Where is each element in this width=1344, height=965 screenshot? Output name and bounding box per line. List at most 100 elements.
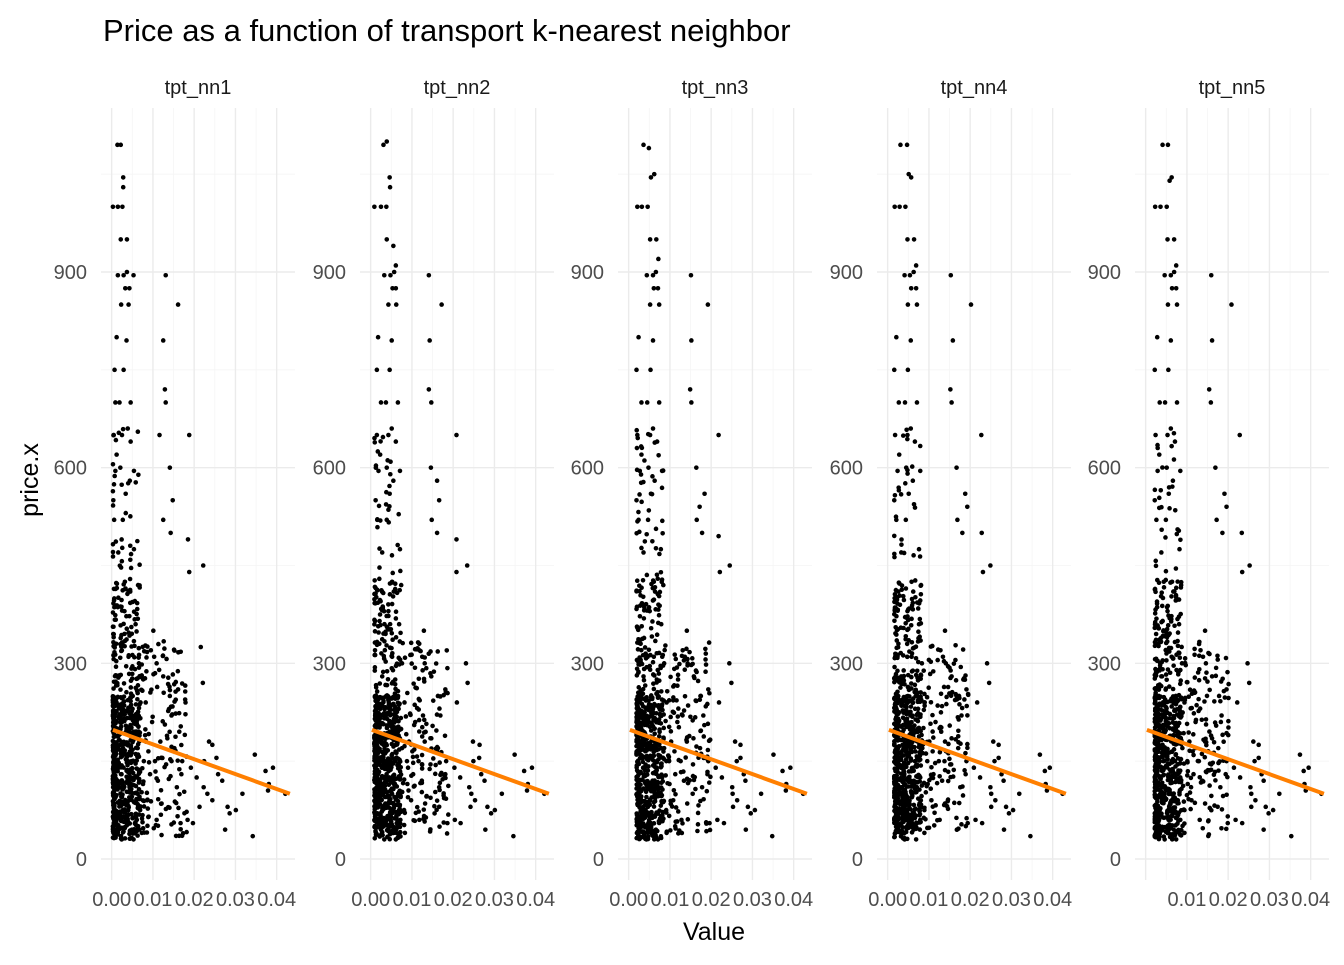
data-point (963, 771, 968, 777)
data-point (385, 748, 391, 753)
data-point (637, 710, 643, 715)
data-point (922, 805, 927, 811)
data-point (482, 778, 487, 784)
data-point (378, 204, 384, 210)
data-point (124, 626, 130, 632)
data-point (652, 814, 658, 819)
data-point (1175, 579, 1180, 584)
data-point (381, 837, 387, 842)
regression-line (888, 727, 1067, 796)
data-point (1166, 786, 1172, 792)
data-point (388, 471, 393, 477)
data-point (403, 714, 409, 719)
data-point (1168, 426, 1174, 431)
data-point (1209, 793, 1214, 799)
data-point (130, 758, 136, 764)
data-point (1172, 623, 1177, 629)
data-point (1155, 667, 1160, 673)
data-point (650, 723, 656, 729)
data-point (635, 759, 640, 765)
data-point (973, 817, 978, 823)
data-point (1152, 757, 1158, 762)
data-point (906, 806, 911, 812)
data-point (1159, 603, 1165, 609)
data-point (1202, 699, 1207, 704)
data-point (433, 661, 439, 666)
data-point (380, 720, 385, 726)
data-point (658, 569, 664, 575)
data-point (656, 607, 661, 612)
data-point (908, 338, 914, 343)
data-point (430, 698, 436, 703)
data-point (901, 710, 906, 715)
data-point (392, 827, 398, 833)
data-point (377, 452, 383, 457)
data-point (988, 784, 993, 790)
data-point (682, 667, 688, 672)
data-point (131, 272, 136, 278)
data-point (1197, 774, 1203, 780)
data-point (384, 694, 390, 700)
data-point (900, 801, 906, 806)
data-point (1173, 815, 1179, 821)
data-point (947, 762, 953, 767)
data-point (905, 617, 911, 623)
data-point (128, 514, 133, 519)
data-point (1160, 800, 1165, 806)
data-point (920, 750, 926, 756)
data-point (1170, 656, 1176, 661)
data-point (127, 831, 132, 837)
data-point (139, 687, 144, 693)
data-point (924, 694, 930, 700)
x-axis-title: Value (683, 918, 745, 946)
data-point (635, 769, 641, 774)
data-point (651, 749, 657, 755)
data-point (1239, 820, 1245, 826)
data-point (666, 724, 672, 730)
data-point (1200, 779, 1206, 784)
data-point (675, 714, 681, 719)
data-point (110, 703, 116, 709)
data-point (394, 590, 400, 596)
data-point (1171, 457, 1177, 462)
data-point (634, 751, 639, 756)
data-point (1167, 670, 1173, 676)
data-point (387, 798, 392, 804)
data-point (1172, 439, 1178, 444)
data-point (906, 825, 912, 830)
data-point (1162, 272, 1167, 278)
data-point (937, 773, 942, 779)
data-point (112, 642, 118, 648)
data-point (675, 677, 681, 682)
data-point (660, 468, 666, 473)
data-point (1174, 652, 1179, 658)
data-point (1213, 778, 1218, 783)
data-point (131, 719, 137, 725)
y-tick-label: 0 (593, 849, 604, 871)
data-point (1301, 768, 1306, 774)
data-point (892, 492, 898, 498)
data-point (393, 616, 399, 621)
data-point (434, 530, 440, 536)
data-point (1175, 643, 1181, 649)
data-point (182, 810, 187, 816)
data-point (727, 661, 732, 666)
data-point (654, 572, 660, 578)
data-point (719, 775, 725, 780)
data-point (908, 622, 914, 628)
data-point (1152, 204, 1158, 210)
data-point (957, 702, 962, 707)
y-tick-label: 0 (1110, 849, 1121, 871)
data-point (919, 732, 924, 738)
data-point (121, 681, 127, 686)
data-point (913, 655, 919, 661)
data-point (110, 814, 116, 820)
data-point (1155, 623, 1160, 628)
data-point (110, 713, 116, 719)
data-point (921, 815, 927, 821)
data-point (1203, 661, 1209, 666)
data-point (151, 628, 156, 634)
data-point (695, 678, 701, 684)
data-point (464, 563, 470, 568)
